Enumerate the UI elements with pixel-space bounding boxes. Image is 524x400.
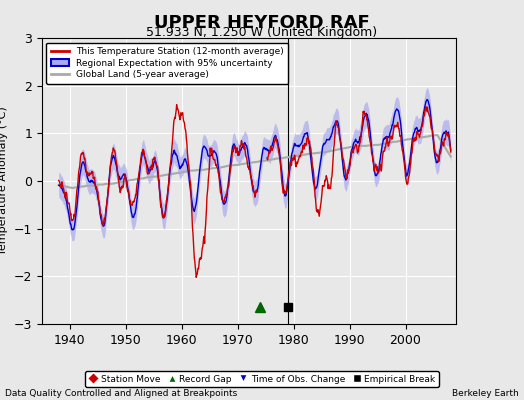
Text: UPPER HEYFORD RAF: UPPER HEYFORD RAF [154, 14, 370, 32]
Text: Data Quality Controlled and Aligned at Breakpoints: Data Quality Controlled and Aligned at B… [5, 389, 237, 398]
Legend: Station Move, Record Gap, Time of Obs. Change, Empirical Break: Station Move, Record Gap, Time of Obs. C… [85, 371, 439, 387]
Text: 51.933 N, 1.250 W (United Kingdom): 51.933 N, 1.250 W (United Kingdom) [146, 26, 378, 39]
Legend: This Temperature Station (12-month average), Regional Expectation with 95% uncer: This Temperature Station (12-month avera… [47, 42, 289, 84]
Y-axis label: Temperature Anomaly (°C): Temperature Anomaly (°C) [0, 107, 8, 255]
Text: Berkeley Earth: Berkeley Earth [452, 389, 519, 398]
